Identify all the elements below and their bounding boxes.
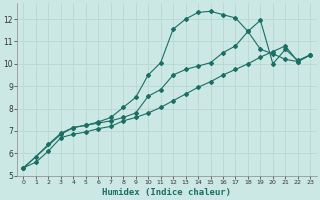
X-axis label: Humidex (Indice chaleur): Humidex (Indice chaleur) xyxy=(102,188,231,197)
